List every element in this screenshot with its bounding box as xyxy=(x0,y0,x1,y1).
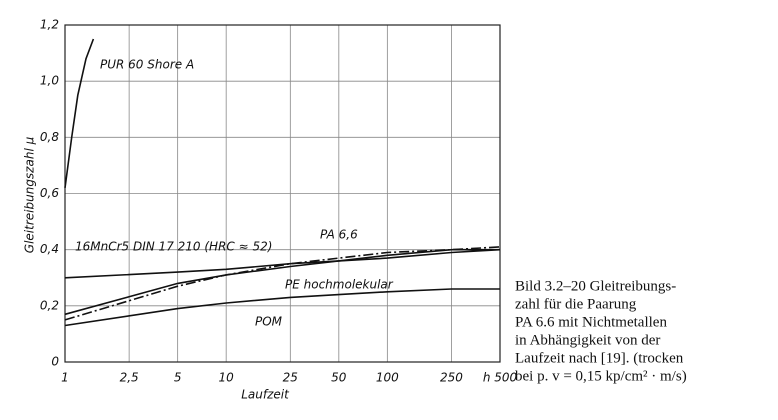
caption-line: bei p. v = 0,15 kp/cm² · m/s) xyxy=(515,368,687,384)
series-label: PE hochmolekular xyxy=(285,278,394,292)
y-tick-label: 0,8 xyxy=(40,130,59,144)
x-tick-label: 100 xyxy=(376,371,399,385)
x-tick-label: 1 xyxy=(61,371,69,385)
x-tick-label: h 500 xyxy=(483,371,518,385)
x-tick-label: 50 xyxy=(331,371,347,385)
caption-line: Bild 3.2–20 Gleitreibungs- xyxy=(515,278,676,294)
y-axis-label: Gleitreibungszahl μ xyxy=(23,136,37,253)
caption-line: Laufzeit nach [19]. (trocken xyxy=(515,350,684,366)
x-tick-label: 25 xyxy=(283,371,298,385)
series-label: PA 6,6 xyxy=(320,228,358,242)
x-axis-label: Laufzeit xyxy=(241,388,290,402)
x-tick-label: 5 xyxy=(174,371,182,385)
series-line xyxy=(64,248,500,316)
series-line xyxy=(64,288,500,327)
x-tick-label: 10 xyxy=(219,371,235,385)
series-line xyxy=(64,248,501,279)
series-line xyxy=(64,246,501,321)
y-tick-label: 0,4 xyxy=(40,242,59,256)
plot-frame xyxy=(64,24,501,363)
series-line xyxy=(64,38,95,189)
series-label: PUR 60 Shore A xyxy=(100,58,194,72)
caption-line: zahl für die Paarung xyxy=(515,296,637,312)
y-tick-label: 1,0 xyxy=(40,74,59,88)
series-label: POM xyxy=(255,315,283,329)
series-label: 16MnCr5 DIN 17 210 (HRC ≈ 52) xyxy=(75,240,272,254)
x-tick-label: 2,5 xyxy=(120,371,139,385)
y-tick-label: 0 xyxy=(51,355,59,369)
y-tick-label: 0,2 xyxy=(40,298,59,312)
y-tick-label: 1,2 xyxy=(40,18,59,32)
caption-line: PA 6.6 mit Nichtmetallen xyxy=(515,314,667,330)
caption-line: in Abhängigkeit von der xyxy=(515,332,660,348)
x-tick-label: 250 xyxy=(440,371,463,385)
y-tick-label: 0,6 xyxy=(40,186,59,200)
